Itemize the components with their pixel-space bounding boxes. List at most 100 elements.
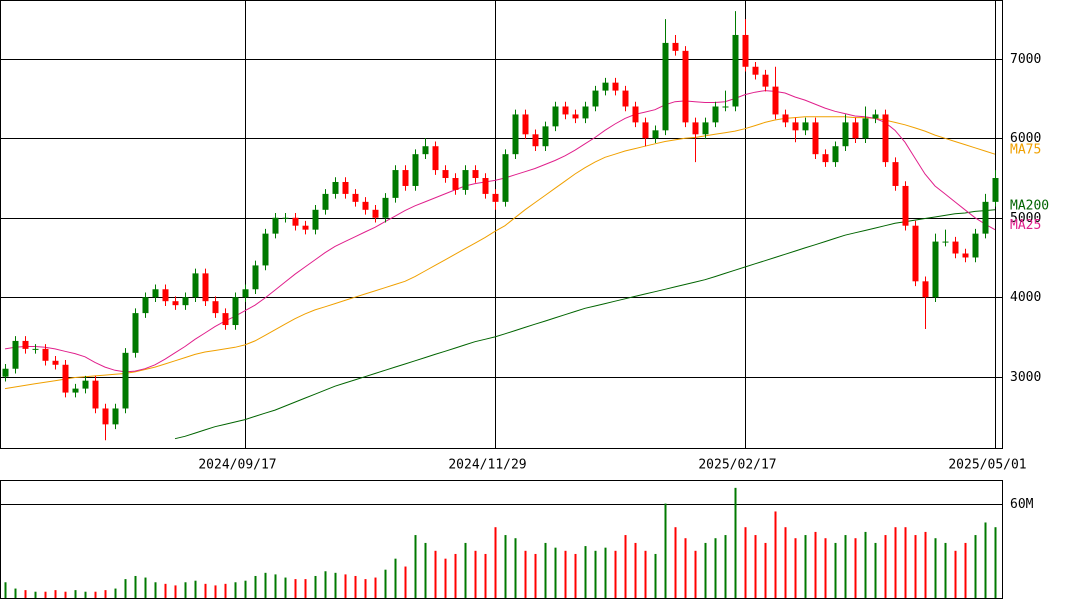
candle-body	[542, 126, 549, 147]
candle-body	[762, 74, 769, 87]
moving-average-line	[4, 116, 996, 390]
candle-body	[532, 134, 539, 147]
volume-bar	[314, 575, 317, 598]
candle-body	[112, 408, 119, 425]
candle-body	[292, 217, 299, 226]
volume-bar	[964, 542, 967, 598]
candle-body	[402, 170, 409, 186]
volume-bar	[434, 550, 437, 598]
volume-bar	[874, 542, 877, 598]
volume-bar	[534, 553, 537, 598]
volume-bar	[584, 546, 587, 598]
candle-body	[192, 273, 199, 298]
candle-body	[912, 225, 919, 282]
candle-body	[902, 185, 909, 226]
candle-body	[392, 170, 399, 198]
volume-bar	[674, 527, 677, 598]
volume-bar	[974, 535, 977, 598]
candle-body	[22, 340, 29, 349]
x-tick-label: 2024/09/17	[198, 458, 276, 473]
volume-bar	[294, 579, 297, 598]
candle-body	[212, 301, 219, 314]
candle-body	[512, 114, 519, 155]
volume-bar	[554, 547, 557, 598]
volume-bar	[144, 577, 147, 598]
candle-body	[2, 368, 9, 377]
volume-bar	[424, 542, 427, 598]
candle-body	[852, 122, 859, 139]
candle-body	[572, 114, 579, 119]
volume-bar	[464, 542, 467, 598]
candle-body	[962, 253, 969, 258]
volume-bar	[884, 535, 887, 598]
x-tick-label: 2025/02/17	[698, 458, 776, 473]
volume-bar	[364, 579, 367, 598]
candle-body	[832, 146, 839, 163]
candle-body	[352, 193, 359, 202]
y-tick-label: 6000	[1010, 131, 1041, 146]
price-frame	[0, 0, 1003, 449]
candle-body	[642, 122, 649, 139]
volume-bar	[514, 538, 517, 598]
candle-body	[582, 106, 589, 119]
candle-body	[882, 114, 889, 163]
volume-bar	[564, 550, 567, 598]
volume-bar	[544, 542, 547, 598]
volume-bar	[764, 542, 767, 598]
volume-bar	[904, 527, 907, 598]
candle-body	[822, 154, 829, 163]
candle-body	[182, 297, 189, 306]
volume-bar	[454, 553, 457, 598]
volume-bar	[504, 535, 507, 598]
volume-bar	[334, 572, 337, 598]
volume-bar	[304, 579, 307, 598]
volume-bar	[414, 535, 417, 598]
candle-body	[522, 114, 529, 135]
volume-bar	[714, 538, 717, 598]
volume-bar	[94, 591, 97, 598]
volume-bar	[74, 590, 77, 598]
y-tick-label: 7000	[1010, 52, 1041, 67]
candle-body	[742, 34, 749, 67]
volume-bar	[524, 550, 527, 598]
candle-body	[462, 170, 469, 190]
volume-bar	[644, 550, 647, 598]
candle-body	[662, 42, 669, 131]
volume-bar	[394, 558, 397, 598]
volume-bar	[194, 580, 197, 598]
candle-body	[932, 241, 939, 298]
candle-body	[72, 388, 79, 393]
volume-bar	[354, 575, 357, 598]
candle-body	[372, 209, 379, 218]
candle-body	[782, 114, 789, 123]
volume-bar	[474, 550, 477, 598]
candle-body	[232, 297, 239, 326]
candle-body	[422, 146, 429, 155]
volume-bar	[274, 574, 277, 598]
volume-bar	[744, 527, 747, 598]
candle-body	[322, 193, 329, 210]
volume-bar	[734, 487, 737, 598]
candle-body	[82, 380, 89, 389]
candle-body	[442, 170, 449, 179]
volume-bar	[344, 574, 347, 598]
volume-bar	[164, 583, 167, 598]
candle-body	[952, 241, 959, 254]
volume-bar	[84, 591, 87, 598]
candle-body	[32, 348, 39, 350]
volume-bar	[864, 531, 867, 598]
candle-body	[52, 360, 59, 365]
candle-body	[612, 82, 619, 91]
legend-label: MA25	[1010, 218, 1041, 233]
candle-body	[602, 82, 609, 91]
legend-label: MA200	[1010, 198, 1049, 213]
candle-body	[652, 130, 659, 139]
volume-bar	[894, 527, 897, 598]
volume-bar	[54, 590, 57, 598]
candle-body	[202, 273, 209, 302]
candle-body	[692, 122, 699, 135]
candle-body	[472, 170, 479, 179]
candle-body	[502, 154, 509, 202]
candle-body	[142, 297, 149, 314]
